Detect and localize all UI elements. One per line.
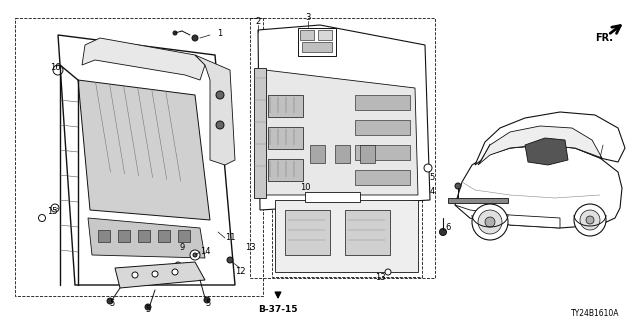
Polygon shape [258, 25, 430, 210]
Text: B-37-15: B-37-15 [259, 306, 298, 315]
Circle shape [216, 121, 224, 129]
Bar [268, 127, 303, 149]
Text: 11: 11 [225, 234, 236, 243]
Polygon shape [455, 145, 622, 228]
Circle shape [190, 250, 200, 260]
Polygon shape [195, 55, 235, 165]
Bar [310, 145, 325, 163]
Polygon shape [525, 138, 568, 165]
Bar [345, 210, 390, 255]
Bar [355, 120, 410, 135]
Bar [118, 230, 130, 242]
Text: 6: 6 [445, 223, 451, 233]
Circle shape [574, 204, 606, 236]
Text: 5: 5 [109, 299, 115, 308]
Bar [178, 230, 190, 242]
Text: FR.: FR. [595, 33, 613, 43]
Polygon shape [275, 200, 418, 272]
Polygon shape [115, 262, 205, 288]
Text: TY24B1610A: TY24B1610A [571, 308, 620, 317]
Circle shape [216, 91, 224, 99]
Polygon shape [88, 218, 205, 258]
Bar [298, 28, 336, 56]
Bar [305, 192, 360, 202]
Circle shape [132, 272, 138, 278]
Bar [15, 18, 263, 296]
Circle shape [172, 269, 178, 275]
Bar [272, 195, 422, 277]
Text: 5: 5 [429, 173, 435, 182]
Text: 2: 2 [255, 18, 260, 27]
Bar [158, 230, 170, 242]
Bar [300, 30, 314, 40]
Circle shape [173, 31, 177, 35]
Bar [268, 159, 303, 181]
Circle shape [455, 183, 461, 189]
Text: 10: 10 [300, 183, 310, 193]
Circle shape [485, 217, 495, 227]
Bar [138, 230, 150, 242]
Circle shape [385, 269, 391, 275]
Circle shape [53, 65, 63, 75]
Circle shape [227, 257, 233, 263]
Text: 3: 3 [305, 13, 310, 22]
Circle shape [107, 298, 113, 304]
Text: 5: 5 [205, 299, 211, 308]
Bar [448, 198, 508, 203]
Circle shape [580, 210, 600, 230]
Bar [268, 95, 303, 117]
Text: 4: 4 [429, 188, 435, 196]
Circle shape [586, 216, 594, 224]
Bar [254, 68, 266, 198]
Bar [355, 95, 410, 110]
Circle shape [38, 214, 45, 221]
Polygon shape [78, 80, 210, 220]
Circle shape [175, 262, 181, 268]
Polygon shape [265, 70, 418, 195]
Bar [355, 170, 410, 185]
Bar [355, 145, 410, 160]
Bar [302, 42, 332, 52]
Circle shape [440, 228, 447, 236]
Circle shape [193, 253, 197, 257]
Circle shape [145, 304, 151, 310]
Circle shape [424, 164, 432, 172]
Text: 12: 12 [235, 268, 245, 276]
Text: 15: 15 [47, 207, 57, 217]
Circle shape [472, 204, 508, 240]
Circle shape [204, 297, 210, 303]
Polygon shape [58, 35, 235, 285]
Circle shape [192, 35, 198, 41]
Bar [335, 145, 350, 163]
Text: 9: 9 [179, 244, 184, 252]
Bar [360, 145, 375, 163]
Bar [285, 210, 330, 255]
Text: 13: 13 [244, 244, 255, 252]
Circle shape [152, 271, 158, 277]
Bar [318, 30, 332, 40]
Text: 1: 1 [218, 28, 223, 37]
Polygon shape [82, 38, 205, 80]
Circle shape [478, 210, 502, 234]
Text: 13: 13 [374, 274, 385, 283]
Bar [250, 18, 435, 278]
Polygon shape [475, 112, 625, 165]
Circle shape [51, 204, 59, 212]
Text: 16: 16 [50, 63, 60, 73]
Text: 14: 14 [200, 247, 211, 257]
Bar [98, 230, 110, 242]
Polygon shape [455, 205, 560, 228]
Text: 5: 5 [145, 306, 150, 315]
Polygon shape [478, 126, 602, 165]
